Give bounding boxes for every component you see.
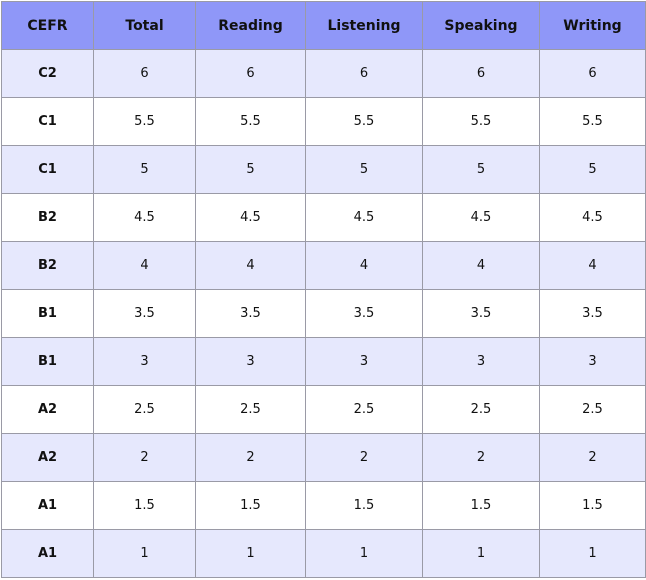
cefr-level: A2 bbox=[1, 385, 94, 434]
score-cell: 3.5 bbox=[539, 289, 646, 338]
score-cell: 3 bbox=[422, 337, 540, 386]
score-cell: 5.5 bbox=[305, 97, 423, 146]
table-row: B2 4.5 4.5 4.5 4.5 4.5 bbox=[1, 193, 646, 242]
score-cell: 5.5 bbox=[422, 97, 540, 146]
score-cell: 2.5 bbox=[422, 385, 540, 434]
cefr-level: B2 bbox=[1, 193, 94, 242]
score-cell: 3.5 bbox=[195, 289, 306, 338]
table-body: C2 6 6 6 6 6 C1 5.5 5.5 5.5 5.5 5.5 C1 5 5 5 5 5 B2 4.5 4.5 4… bbox=[1, 49, 646, 578]
score-cell: 5 bbox=[422, 145, 540, 194]
score-cell: 4 bbox=[93, 241, 196, 290]
score-cell: 5 bbox=[539, 145, 646, 194]
header-cell: Writing bbox=[539, 1, 646, 50]
score-cell: 3.5 bbox=[422, 289, 540, 338]
score-cell: 4 bbox=[305, 241, 423, 290]
score-cell: 1.5 bbox=[93, 481, 196, 530]
score-cell: 2.5 bbox=[195, 385, 306, 434]
score-cell: 2 bbox=[539, 433, 646, 482]
table-row: B1 3 3 3 3 3 bbox=[1, 337, 646, 386]
score-cell: 4.5 bbox=[539, 193, 646, 242]
score-cell: 1 bbox=[539, 529, 646, 578]
score-cell: 4.5 bbox=[422, 193, 540, 242]
score-cell: 2 bbox=[93, 433, 196, 482]
score-cell: 1 bbox=[195, 529, 306, 578]
header-row: CEFR Total Reading Listening Speaking Writing bbox=[1, 1, 646, 50]
table-row: C2 6 6 6 6 6 bbox=[1, 49, 646, 98]
score-cell: 2 bbox=[422, 433, 540, 482]
score-cell: 1.5 bbox=[422, 481, 540, 530]
cefr-level: A1 bbox=[1, 529, 94, 578]
score-cell: 2.5 bbox=[93, 385, 196, 434]
score-cell: 6 bbox=[195, 49, 306, 98]
score-cell: 2.5 bbox=[305, 385, 423, 434]
score-cell: 3 bbox=[93, 337, 196, 386]
table-header: CEFR Total Reading Listening Speaking Writing bbox=[1, 1, 646, 50]
score-cell: 4.5 bbox=[305, 193, 423, 242]
table-row: B2 4 4 4 4 4 bbox=[1, 241, 646, 290]
table-row: A2 2 2 2 2 2 bbox=[1, 433, 646, 482]
score-cell: 5 bbox=[93, 145, 196, 194]
score-cell: 4 bbox=[539, 241, 646, 290]
table-row: C1 5.5 5.5 5.5 5.5 5.5 bbox=[1, 97, 646, 146]
cefr-level: B1 bbox=[1, 289, 94, 338]
score-cell: 6 bbox=[93, 49, 196, 98]
score-cell: 1.5 bbox=[305, 481, 423, 530]
score-cell: 4 bbox=[195, 241, 306, 290]
cefr-level: B2 bbox=[1, 241, 94, 290]
score-cell: 5.5 bbox=[539, 97, 646, 146]
score-cell: 2 bbox=[305, 433, 423, 482]
score-cell: 1 bbox=[305, 529, 423, 578]
score-cell: 3 bbox=[195, 337, 306, 386]
score-cell: 3 bbox=[305, 337, 423, 386]
table-row: A1 1.5 1.5 1.5 1.5 1.5 bbox=[1, 481, 646, 530]
score-cell: 3 bbox=[539, 337, 646, 386]
score-cell: 2 bbox=[195, 433, 306, 482]
score-cell: 4 bbox=[422, 241, 540, 290]
header-cell: Speaking bbox=[422, 1, 540, 50]
score-cell: 5 bbox=[195, 145, 306, 194]
score-cell: 4.5 bbox=[195, 193, 306, 242]
score-cell: 5.5 bbox=[93, 97, 196, 146]
header-cell: CEFR bbox=[1, 1, 94, 50]
table-row: A2 2.5 2.5 2.5 2.5 2.5 bbox=[1, 385, 646, 434]
score-cell: 2.5 bbox=[539, 385, 646, 434]
cefr-level: A1 bbox=[1, 481, 94, 530]
table-row: A1 1 1 1 1 1 bbox=[1, 529, 646, 578]
cefr-level: C1 bbox=[1, 97, 94, 146]
score-cell: 3.5 bbox=[305, 289, 423, 338]
score-cell: 4.5 bbox=[93, 193, 196, 242]
cefr-level: C1 bbox=[1, 145, 94, 194]
score-cell: 1 bbox=[422, 529, 540, 578]
header-cell: Total bbox=[93, 1, 196, 50]
table-row: C1 5 5 5 5 5 bbox=[1, 145, 646, 194]
cefr-level: C2 bbox=[1, 49, 94, 98]
score-cell: 1 bbox=[93, 529, 196, 578]
score-cell: 3.5 bbox=[93, 289, 196, 338]
cefr-level: A2 bbox=[1, 433, 94, 482]
table-row: B1 3.5 3.5 3.5 3.5 3.5 bbox=[1, 289, 646, 338]
score-cell: 1.5 bbox=[195, 481, 306, 530]
score-cell: 6 bbox=[305, 49, 423, 98]
score-cell: 6 bbox=[422, 49, 540, 98]
cefr-level: B1 bbox=[1, 337, 94, 386]
score-cell: 6 bbox=[539, 49, 646, 98]
score-cell: 1.5 bbox=[539, 481, 646, 530]
header-cell: Reading bbox=[195, 1, 306, 50]
header-cell: Listening bbox=[305, 1, 423, 50]
score-cell: 5.5 bbox=[195, 97, 306, 146]
score-cell: 5 bbox=[305, 145, 423, 194]
